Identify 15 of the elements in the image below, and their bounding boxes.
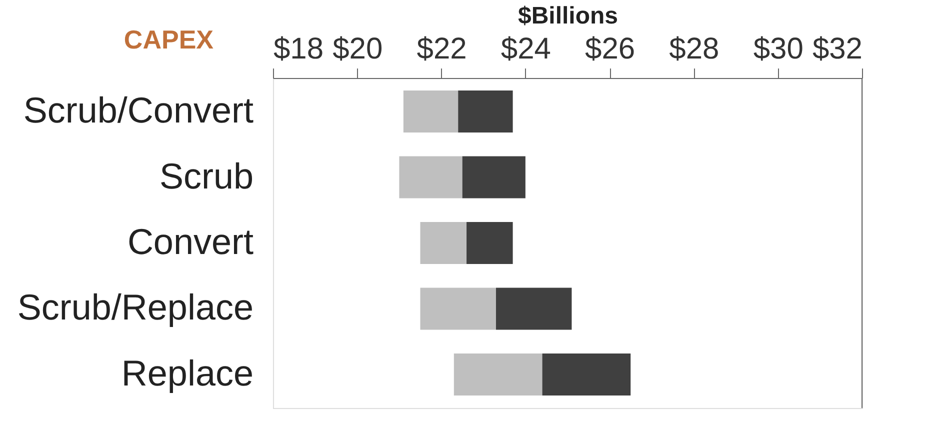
y-tick-label: Replace bbox=[121, 352, 254, 394]
x-tick-label: $24 bbox=[500, 32, 551, 66]
y-tick-label: Scrub/Replace bbox=[17, 286, 254, 328]
x-tick-label: $32 bbox=[812, 32, 862, 66]
y-tick-label: Scrub bbox=[159, 155, 254, 196]
y-tick-label: Scrub/Convert bbox=[23, 90, 254, 131]
x-tick-label: $26 bbox=[585, 32, 636, 66]
x-tick-label: $30 bbox=[753, 32, 804, 66]
x-tick-label: $20 bbox=[332, 32, 383, 66]
x-tick-label: $18 bbox=[274, 32, 324, 66]
x-tick-label: $22 bbox=[416, 32, 467, 66]
y-axis-title: CAPEX bbox=[124, 24, 214, 54]
y-tick-label: Convert bbox=[127, 221, 254, 262]
x-axis-title: $Billions bbox=[518, 2, 618, 30]
x-tick-label: $28 bbox=[669, 32, 720, 66]
